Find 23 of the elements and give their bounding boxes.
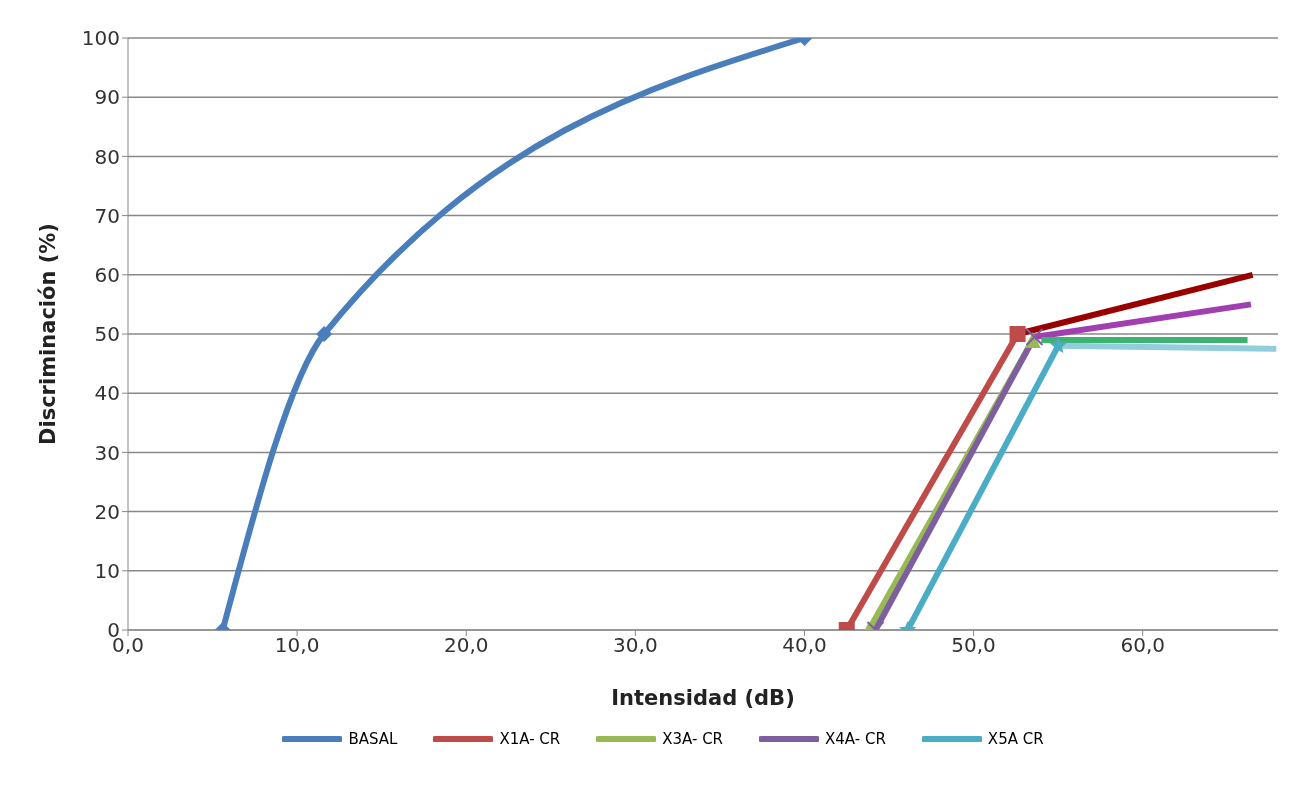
x-tick-label: 30,0 (613, 633, 658, 658)
y-tick-label: 80 (94, 144, 120, 169)
y-tick-label: 90 (94, 85, 120, 110)
y-tick-label: 20 (94, 499, 120, 524)
y-tick-label: 30 (94, 440, 120, 465)
y-tick-label: 100 (81, 26, 120, 51)
y-tick-label: 10 (94, 558, 120, 583)
legend-label: X5A CR (987, 730, 1044, 748)
x-tick-label: 60,0 (1120, 633, 1165, 658)
y-tick-label: 40 (94, 381, 120, 406)
x-tick-label: 50,0 (951, 633, 996, 658)
legend-label: BASAL (348, 730, 398, 748)
x-tick-label: 10,0 (274, 633, 320, 658)
legend-label: X4A- CR (825, 730, 886, 748)
x-axis-title: Intensidad (dB) (611, 686, 795, 710)
legend-label: X3A- CR (662, 730, 724, 748)
y-tick-label: 60 (94, 262, 120, 287)
x-tick-label: 40,0 (782, 633, 827, 658)
y-axis-title: Discriminación (%) (36, 223, 61, 445)
y-tick-label: 50 (94, 322, 120, 347)
legend-label: X1A- CR (499, 730, 561, 748)
y-tick-label: 70 (94, 203, 120, 228)
x-tick-label: 20,0 (443, 633, 489, 658)
